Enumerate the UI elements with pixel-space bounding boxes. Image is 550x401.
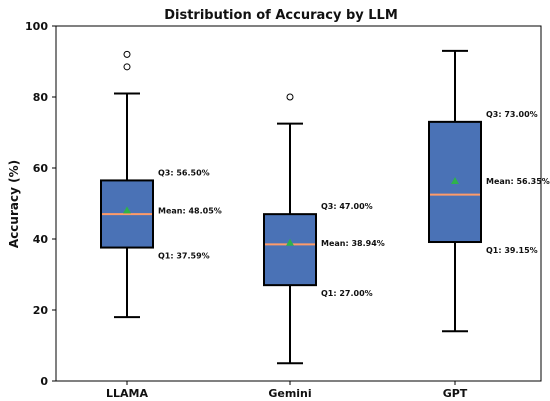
iqr-box bbox=[263, 213, 317, 287]
outlier-point bbox=[123, 63, 131, 71]
outlier-point bbox=[123, 50, 131, 58]
q3-label: Q3: 73.00% bbox=[486, 110, 538, 119]
x-tick-label: LLAMA bbox=[106, 387, 148, 400]
y-tick-label: 100 bbox=[25, 20, 48, 33]
mean-label: Mean: 48.05% bbox=[158, 206, 222, 215]
x-tick-label: Gemini bbox=[268, 387, 311, 400]
mean-label: Mean: 38.94% bbox=[321, 239, 385, 248]
y-tick-label: 60 bbox=[33, 162, 49, 175]
outlier-point bbox=[286, 93, 294, 101]
y-axis-label: Accuracy (%) bbox=[7, 160, 21, 248]
y-tick-label: 0 bbox=[40, 375, 48, 388]
plot-area: 0 20 40 60 80 100 LLAMA Gemini GPT Q3: 56.50% Mean… bbox=[25, 20, 550, 400]
y-tick-label: 20 bbox=[33, 304, 49, 317]
q3-label: Q3: 56.50% bbox=[158, 168, 210, 177]
mean-label: Mean: 56.35% bbox=[486, 177, 550, 186]
mean-marker bbox=[451, 176, 459, 184]
q1-label: Q1: 27.00% bbox=[321, 289, 373, 298]
q3-label: Q3: 47.00% bbox=[321, 202, 373, 211]
x-tick-label: GPT bbox=[443, 387, 468, 400]
q1-label: Q1: 39.15% bbox=[486, 246, 538, 255]
plot-frame bbox=[55, 25, 542, 382]
mean-marker bbox=[286, 238, 294, 246]
mean-marker bbox=[123, 206, 131, 214]
q1-label: Q1: 37.59% bbox=[158, 252, 210, 261]
y-tick-label: 40 bbox=[33, 233, 49, 246]
y-tick-label: 80 bbox=[33, 91, 49, 104]
chart-title: Distribution of Accuracy by LLM bbox=[164, 8, 398, 23]
